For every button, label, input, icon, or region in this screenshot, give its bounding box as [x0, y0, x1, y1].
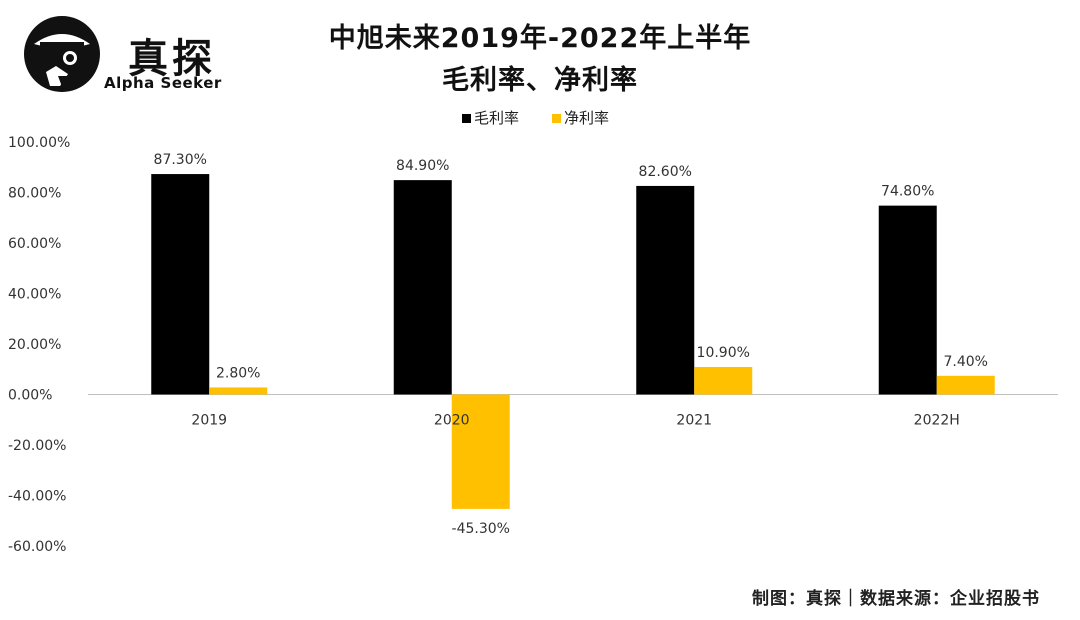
chart-title-line-2: 毛利率、净利率	[442, 65, 638, 96]
logo-text-cn: 真探	[128, 36, 216, 82]
data-label: -45.30%	[452, 521, 510, 537]
y-tick-label: 20.00%	[8, 337, 61, 353]
data-label: 87.30%	[154, 152, 207, 168]
y-axis: 100.00% 80.00% 60.00% 40.00% 20.00% 0.00% -20.…	[8, 135, 70, 555]
legend: 毛利率 净利率	[462, 109, 609, 127]
x-tick-label: 2021	[676, 413, 712, 429]
y-tick-label: 100.00%	[8, 135, 70, 151]
data-label: 84.90%	[396, 158, 449, 174]
bar-net-margin-2021	[694, 366, 753, 395]
bar-net-margin-2022H	[936, 375, 995, 395]
data-label: 74.80%	[881, 184, 934, 200]
bar-net-margin-2019	[209, 387, 268, 395]
source-note: 制图：真探｜数据来源：企业招股书	[752, 589, 1040, 609]
detective-logo-icon	[24, 16, 100, 92]
bar-gross-margin-2019	[151, 174, 210, 395]
legend-label: 毛利率	[474, 109, 519, 127]
x-axis: 2019 2020 2021 2022H	[191, 413, 959, 429]
data-label: 7.40%	[944, 354, 988, 370]
logo: 真探 Alpha Seeker	[20, 14, 230, 98]
x-tick-label: 2019	[191, 413, 227, 429]
legend-swatch	[462, 114, 471, 123]
y-tick-label: -20.00%	[8, 438, 66, 454]
data-label: 10.90%	[697, 345, 750, 361]
bar-gross-margin-2020	[393, 180, 452, 395]
bars	[151, 174, 995, 509]
bar-gross-margin-2022H	[878, 205, 937, 395]
bar-gross-margin-2021	[636, 185, 695, 395]
y-tick-label: 40.00%	[8, 287, 61, 303]
data-label: 82.60%	[639, 164, 692, 180]
x-tick-label: 2020	[434, 413, 470, 429]
y-tick-label: 0.00%	[8, 388, 52, 404]
chart-title-line-1: 中旭未来2019年-2022年上半年	[328, 23, 752, 54]
x-tick-label: 2022H	[914, 413, 960, 429]
y-tick-label: -60.00%	[8, 539, 66, 555]
legend-label: 净利率	[564, 109, 609, 127]
y-tick-label: 80.00%	[8, 186, 61, 202]
bar-net-margin-2020	[451, 394, 510, 509]
logo-text-en: Alpha Seeker	[104, 74, 222, 92]
legend-swatch	[552, 114, 561, 123]
y-tick-label: 60.00%	[8, 236, 61, 252]
y-tick-label: -40.00%	[8, 489, 66, 505]
data-labels: 87.30% 2.80% 84.90% -45.30% 82.60% 10.90% 74.8…	[154, 152, 988, 537]
data-label: 2.80%	[216, 365, 260, 381]
